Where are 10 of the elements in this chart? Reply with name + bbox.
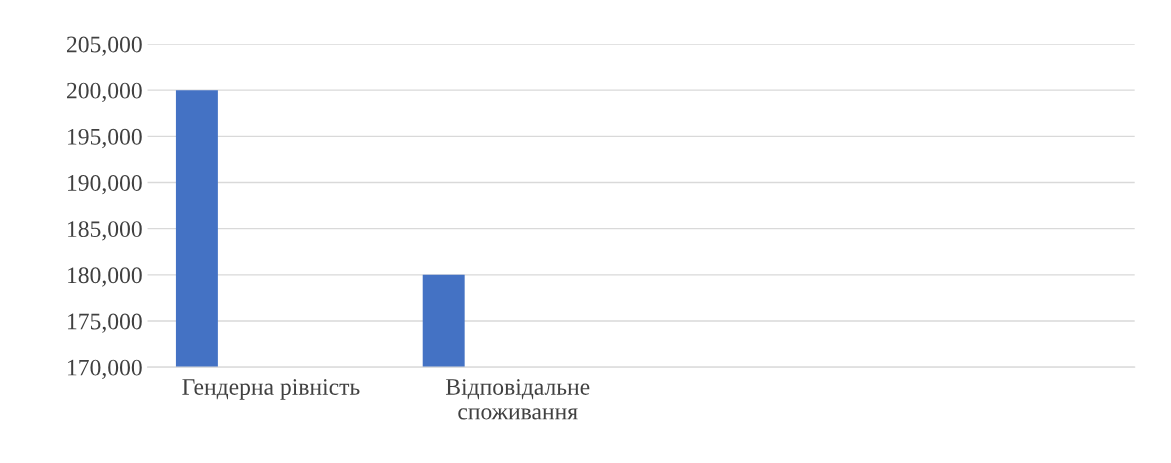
y-tick-label: 190,000 bbox=[68, 174, 142, 195]
x-tick-label: Відповідальне споживання bbox=[445, 379, 590, 420]
y-tick-label: 200,000 bbox=[66, 82, 142, 102]
y-tick-label: 205,000 bbox=[66, 36, 142, 56]
y-tick-label: 180,000 bbox=[68, 267, 142, 287]
x-tick-label: Гендерна рівність bbox=[182, 379, 360, 400]
y-tick-label: 185,000 bbox=[68, 221, 142, 241]
y-tick-label: 175,000 bbox=[68, 313, 142, 333]
y-tick-label: 170,000 bbox=[68, 359, 142, 379]
y-tick-label: 195,000 bbox=[68, 128, 142, 149]
